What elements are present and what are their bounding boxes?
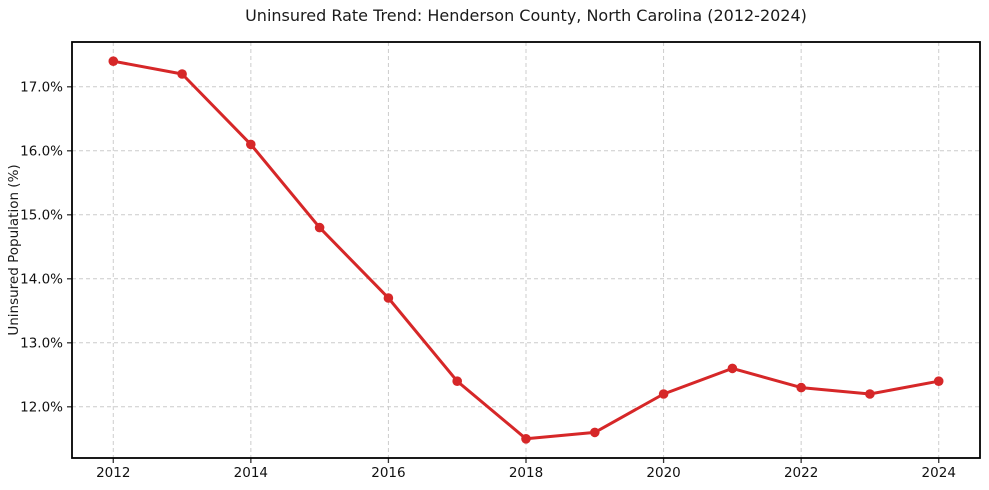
- x-tick-label: 2022: [784, 465, 818, 481]
- y-axis-label: Uninsured Population (%): [6, 164, 22, 336]
- data-point-2018: [521, 434, 531, 444]
- x-tick-label: 2018: [509, 465, 543, 481]
- data-point-2022: [796, 382, 806, 393]
- data-point-2019: [590, 427, 600, 438]
- data-point-2020: [658, 389, 669, 399]
- y-tick-label: 15.0%: [20, 207, 63, 223]
- x-tick-label: 2012: [96, 465, 130, 481]
- data-point-2016: [383, 293, 394, 303]
- data-point-2015: [314, 222, 325, 233]
- x-tick-label: 2020: [646, 465, 680, 481]
- data-point-2023: [865, 389, 875, 399]
- y-tick-label: 17.0%: [20, 79, 63, 95]
- data-point-2024: [933, 376, 944, 387]
- trend-line: [111, 59, 941, 441]
- x-tick-label: 2024: [922, 465, 956, 481]
- data-point-2021: [727, 363, 738, 374]
- data-point-2017: [452, 376, 463, 387]
- y-tick-label: 13.0%: [20, 335, 63, 351]
- y-tick-label: 14.0%: [20, 271, 63, 287]
- chart-title: Uninsured Rate Trend: Henderson County, …: [245, 6, 807, 25]
- data-point-2012: [108, 56, 119, 66]
- data-point-2013: [177, 69, 187, 79]
- x-tick-label: 2014: [234, 465, 268, 481]
- y-tick-label: 12.0%: [20, 399, 63, 415]
- x-tick-label: 2016: [371, 465, 405, 481]
- y-tick-label: 16.0%: [20, 143, 63, 159]
- plot-border: [71, 41, 981, 459]
- data-point-2014: [246, 139, 256, 150]
